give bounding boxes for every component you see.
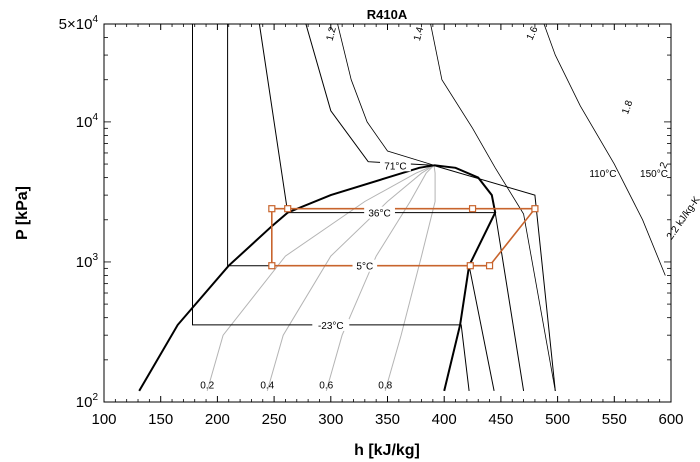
isotherm-label: 5°C: [356, 262, 373, 273]
x-tick-label: 250: [262, 411, 287, 428]
quality-line-0.6: [325, 164, 435, 392]
axis-ticks: [103, 23, 672, 403]
saturated-vapor-line: [433, 164, 497, 392]
cycle-point-2: [268, 262, 276, 270]
x-tick-label: 150: [148, 411, 173, 428]
quality-line-0.4: [266, 164, 435, 392]
isotherm-label: 36°C: [368, 209, 390, 220]
cycle-point-7: [284, 205, 292, 213]
isotherm-label: 71°C: [384, 161, 406, 172]
chart-labels: 100 150 200 250 300 350 400 450 500 550 600 102 103 1…: [14, 7, 700, 459]
isotherm-label-bg: [380, 159, 411, 172]
y-tick-label: 103: [76, 252, 99, 271]
quality-line-0.8: [384, 165, 436, 392]
quality-label: 0.6: [319, 380, 333, 391]
x-tick-label: 400: [432, 411, 457, 428]
entropy-label: 1.4: [412, 25, 426, 42]
x-tick-label: 300: [318, 411, 343, 428]
cycle-point-1: [268, 205, 276, 213]
cycle-point-3: [466, 262, 474, 270]
entropy-label: 1.6: [525, 25, 541, 43]
entropy-label: 2: [658, 160, 671, 170]
cycle-point-4: [485, 262, 494, 270]
entropy-line-1.6: [543, 23, 666, 276]
y-tick-label: 104: [76, 112, 99, 131]
quality-line-0.2: [206, 164, 435, 392]
cycle-point-6: [468, 205, 477, 213]
isotherm-71°C: [305, 23, 556, 391]
x-tick-label: 450: [488, 411, 513, 428]
refrigeration-cycle: [270, 207, 537, 267]
entropy-label: 1.8: [620, 99, 635, 116]
entropy-label: 2.2 kJ/kg-K: [665, 194, 700, 242]
x-tick-label: 350: [375, 411, 400, 428]
isotherm-label-bg: [352, 259, 378, 272]
cycle-point-5: [531, 205, 539, 213]
isotherm-label: 150°C: [640, 169, 668, 180]
x-tick-label: 100: [91, 411, 116, 428]
isotherm-label: 110°C: [589, 169, 616, 180]
quality-label: 0.8: [378, 380, 392, 391]
entropy-line-1.4: [430, 23, 556, 391]
x-tick-label: 500: [545, 411, 570, 428]
quality-label: 0.4: [260, 380, 274, 391]
entropy-label: 1.2: [325, 25, 339, 42]
isotherm-label: -23°C: [318, 321, 344, 332]
x-tick-label: 200: [205, 411, 230, 428]
x-tick-label: 600: [658, 411, 683, 428]
quality-label: 0.2: [200, 380, 214, 391]
entropy-line-1.2: [337, 23, 435, 166]
chart-title: R410A: [367, 7, 408, 22]
x-tick-label: 550: [602, 411, 627, 428]
y-tick-label: 5×104: [59, 14, 99, 33]
x-axis-title: h [kJ/kg]: [354, 442, 420, 459]
isotherm--23°C: [192, 24, 470, 391]
y-tick-label: 102: [76, 392, 99, 411]
isotherm-label-bg: [364, 206, 395, 219]
isotherm-label-bg: [312, 318, 350, 331]
y-axis-title: P [kPa]: [14, 186, 31, 240]
